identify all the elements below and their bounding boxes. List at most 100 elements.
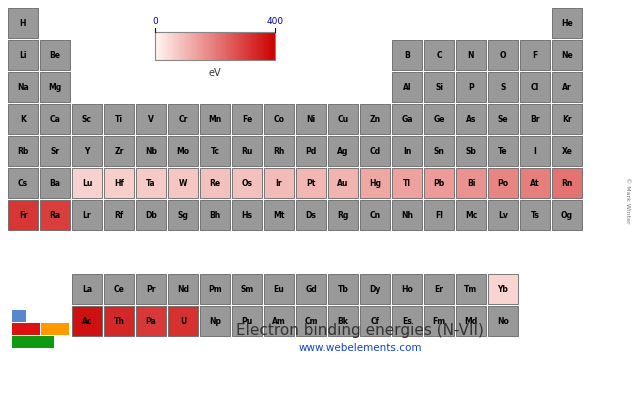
Text: Cf: Cf	[371, 316, 380, 326]
Text: He: He	[561, 18, 573, 28]
Text: Sc: Sc	[82, 114, 92, 124]
Bar	[256, 32, 257, 60]
Text: Bi: Bi	[467, 178, 475, 188]
Bar	[271, 32, 273, 60]
Text: Rf: Rf	[115, 210, 124, 220]
Bar	[214, 32, 216, 60]
Text: Nh: Nh	[401, 210, 413, 220]
Bar	[233, 32, 235, 60]
Text: B: B	[404, 50, 410, 60]
Bar	[192, 32, 194, 60]
Bar	[218, 32, 219, 60]
Text: Tb: Tb	[337, 284, 348, 294]
Text: Re: Re	[209, 178, 221, 188]
Bar	[179, 32, 180, 60]
Text: Ba: Ba	[49, 178, 61, 188]
Text: Electron binding energies (N-VII): Electron binding energies (N-VII)	[236, 322, 484, 338]
Bar	[488, 306, 518, 336]
Bar	[160, 32, 161, 60]
Text: I: I	[534, 146, 536, 156]
Text: Co: Co	[273, 114, 285, 124]
Text: Ac: Ac	[82, 316, 92, 326]
Text: Y: Y	[84, 146, 90, 156]
Bar	[296, 136, 326, 166]
Text: Si: Si	[435, 82, 443, 92]
Bar	[193, 32, 195, 60]
Text: Dy: Dy	[369, 284, 381, 294]
Bar	[552, 200, 582, 230]
Bar	[552, 40, 582, 70]
Bar	[456, 72, 486, 102]
Bar	[248, 32, 250, 60]
Bar	[172, 32, 173, 60]
Bar	[180, 32, 182, 60]
Text: Al: Al	[403, 82, 412, 92]
Text: U: U	[180, 316, 186, 326]
Text: Pa: Pa	[146, 316, 156, 326]
Bar	[225, 32, 227, 60]
Text: Sn: Sn	[433, 146, 444, 156]
Bar	[230, 32, 232, 60]
Bar	[227, 32, 228, 60]
Bar	[456, 306, 486, 336]
Bar	[221, 32, 223, 60]
Bar	[8, 200, 38, 230]
Bar	[8, 104, 38, 134]
Bar	[8, 136, 38, 166]
Bar	[170, 32, 171, 60]
Text: Os: Os	[241, 178, 253, 188]
Text: Tl: Tl	[403, 178, 411, 188]
Text: F: F	[532, 50, 538, 60]
Bar	[200, 136, 230, 166]
Bar	[8, 8, 38, 38]
Text: © Mark Winter: © Mark Winter	[625, 177, 630, 223]
Text: Ra: Ra	[49, 210, 61, 220]
Text: Md: Md	[465, 316, 477, 326]
Text: N: N	[468, 50, 474, 60]
Text: Cn: Cn	[369, 210, 381, 220]
Bar	[185, 32, 187, 60]
Bar	[189, 32, 190, 60]
Bar	[72, 306, 102, 336]
Text: Xe: Xe	[561, 146, 572, 156]
Bar	[168, 168, 198, 198]
Text: Ho: Ho	[401, 284, 413, 294]
Text: Ne: Ne	[561, 50, 573, 60]
Bar	[264, 168, 294, 198]
Bar	[424, 274, 454, 304]
Bar	[40, 72, 70, 102]
Text: Pr: Pr	[147, 284, 156, 294]
Bar	[72, 274, 102, 304]
Bar	[392, 104, 422, 134]
Text: Og: Og	[561, 210, 573, 220]
Bar	[168, 104, 198, 134]
Bar	[232, 104, 262, 134]
Bar	[226, 32, 227, 60]
Bar	[177, 32, 179, 60]
Bar	[207, 32, 208, 60]
Text: Pt: Pt	[307, 178, 316, 188]
Bar	[200, 306, 230, 336]
Bar	[328, 306, 358, 336]
Text: Mc: Mc	[465, 210, 477, 220]
Bar	[296, 306, 326, 336]
Bar	[328, 168, 358, 198]
Bar	[456, 40, 486, 70]
Bar	[168, 306, 198, 336]
Bar	[424, 168, 454, 198]
Bar	[520, 200, 550, 230]
Bar	[328, 200, 358, 230]
Text: Ti: Ti	[115, 114, 123, 124]
Text: No: No	[497, 316, 509, 326]
Text: At: At	[531, 178, 540, 188]
Bar	[259, 32, 261, 60]
Text: Cr: Cr	[179, 114, 188, 124]
Bar	[248, 32, 249, 60]
Bar	[244, 32, 246, 60]
Bar	[268, 32, 269, 60]
Text: Sr: Sr	[51, 146, 60, 156]
Text: Cl: Cl	[531, 82, 539, 92]
Text: 400: 400	[266, 17, 284, 26]
Text: Bh: Bh	[209, 210, 221, 220]
Text: Er: Er	[435, 284, 444, 294]
